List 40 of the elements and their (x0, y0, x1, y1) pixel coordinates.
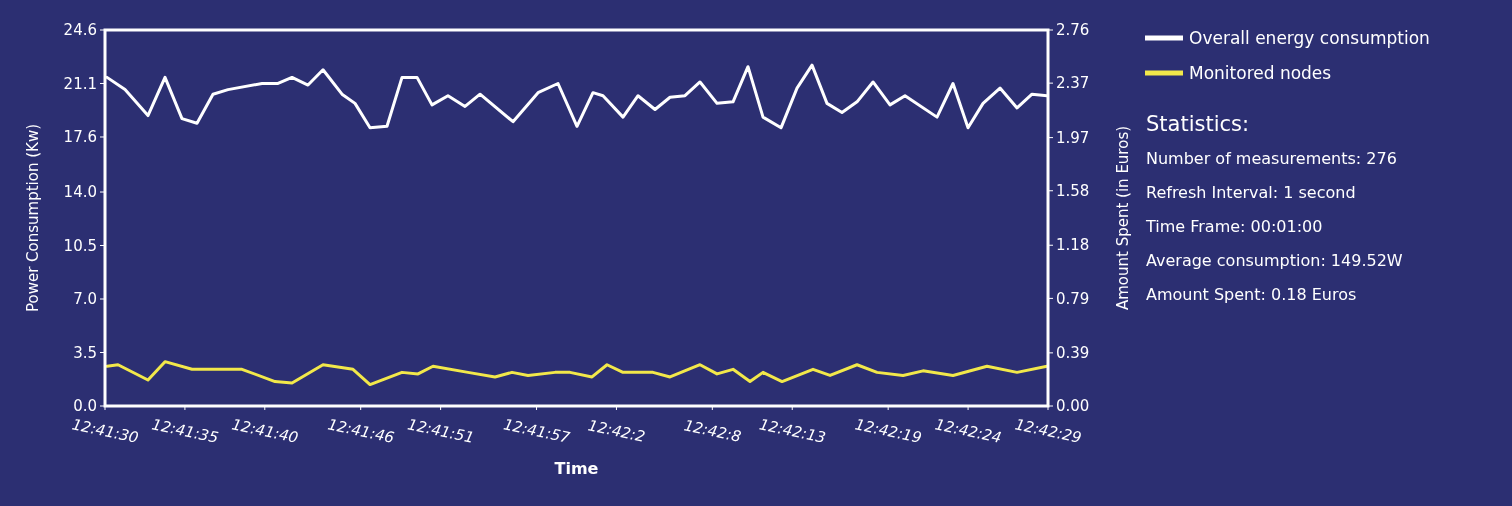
x-tick-label: 12:42:8 (682, 416, 743, 446)
y2-axis-title: Amount Spent (in Euros) (1114, 125, 1132, 311)
x-tick-label: 12:41:51 (406, 415, 476, 447)
y-tick-label: 7.0 (73, 290, 97, 309)
x-tick-label: 12:42:19 (853, 415, 924, 447)
legend-label: Overall energy consumption (1189, 27, 1430, 48)
y2-tick-label: 0.39 (1056, 344, 1090, 363)
y2-tick-label: 2.37 (1056, 74, 1090, 93)
y-tick-label: 24.6 (63, 21, 97, 40)
y2-tick-label: 0.79 (1056, 289, 1090, 308)
x-tick-label: 12:41:46 (326, 415, 396, 447)
x-tick-label: 12:41:35 (150, 415, 220, 447)
y2-tick-label: 0.00 (1056, 397, 1090, 416)
text: Amount Spent: 0.18 Euros (1146, 284, 1357, 304)
y-tick-label: 17.6 (63, 128, 97, 147)
line-series (105, 360, 1049, 387)
x-axis-title: Time (554, 459, 599, 478)
text: Time Frame: 00:01:00 (1145, 216, 1323, 236)
x-tick-label: 12:42:2 (586, 416, 647, 446)
y-tick-label: 0.0 (73, 397, 97, 416)
text: Statistics: (1146, 112, 1250, 137)
x-tick-label: 12:41:30 (70, 415, 141, 447)
y2-tick-label: 2.76 (1056, 21, 1090, 40)
text: Number of measurements: 276 (1146, 148, 1397, 168)
y-tick-label: 10.5 (63, 236, 97, 255)
text: Refresh Interval: 1 second (1146, 182, 1356, 202)
y2-tick-label: 1.58 (1056, 182, 1090, 200)
x-tick-label: 12:41:57 (501, 415, 573, 447)
x-tick-label: 12:42:13 (757, 415, 828, 447)
x-tick-label: 12:41:40 (230, 415, 300, 447)
y-tick-label: 14.0 (63, 183, 97, 202)
x-tick-label: 12:42:29 (1013, 415, 1084, 447)
text: Average consumption: 149.52W (1146, 250, 1403, 270)
y-tick-label: 3.5 (73, 343, 97, 362)
y2-tick-label: 1.18 (1056, 236, 1090, 255)
y-tick-label: 21.1 (63, 74, 97, 93)
y-axis-title: Power Consumption (Kw) (24, 123, 42, 313)
y2-tick-label: 1.97 (1056, 128, 1090, 147)
x-tick-label: 12:42:24 (933, 415, 1004, 447)
legend-label: Monitored nodes (1189, 62, 1332, 83)
